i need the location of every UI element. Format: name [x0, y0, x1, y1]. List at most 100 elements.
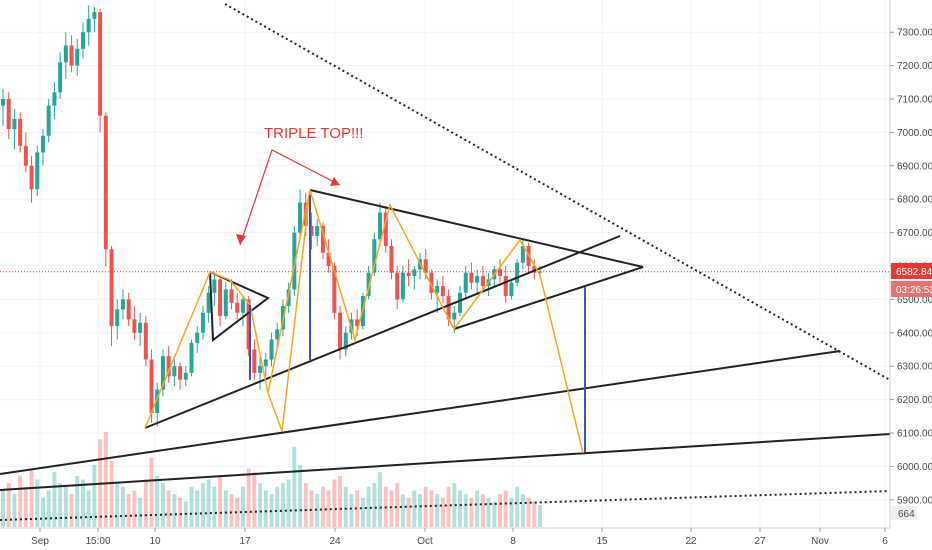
volume-bar	[120, 486, 125, 527]
candle-body	[58, 62, 63, 93]
price-tick-label: 6400.00	[897, 328, 932, 339]
candle-body	[240, 299, 245, 313]
countdown-label: 03:26:53	[896, 285, 932, 296]
candle	[200, 306, 205, 340]
candle	[406, 259, 411, 287]
candle	[498, 259, 503, 283]
volume-bar	[189, 486, 194, 527]
volume-bar	[86, 490, 91, 527]
volume-bar	[103, 432, 108, 527]
volume-bar	[469, 497, 474, 527]
price-tick-label: 6000.00	[897, 462, 932, 473]
candle	[229, 279, 234, 310]
time-tick-label: 15	[596, 536, 608, 547]
volume-bar	[240, 486, 245, 527]
candle	[286, 282, 291, 313]
candle-body	[52, 92, 57, 106]
volume-bar	[206, 479, 211, 527]
zigzag-pattern-2	[267, 189, 311, 432]
candle-body	[46, 105, 51, 136]
candle-body	[12, 119, 17, 130]
candle-body	[320, 225, 325, 253]
candle-body	[503, 276, 508, 297]
candle-body	[435, 286, 440, 293]
volume-bar	[515, 486, 520, 527]
candle-body	[132, 319, 137, 333]
volume-bar	[372, 483, 377, 527]
candle-body	[98, 12, 103, 116]
candle-body	[35, 152, 40, 190]
volume-bar	[532, 501, 537, 527]
candle	[98, 8, 103, 133]
volume-bar	[29, 468, 34, 527]
volume-tag-background	[891, 506, 917, 520]
candle-body	[309, 225, 314, 236]
time-tick-label: 10	[149, 536, 161, 547]
volume-bar	[343, 486, 348, 527]
volume-bar	[149, 457, 154, 527]
volume-bar	[115, 483, 120, 527]
annotation-arrows	[239, 149, 341, 246]
candle-body	[269, 339, 274, 360]
volume-bar	[1, 490, 5, 527]
candle-body	[469, 272, 474, 283]
price-tick-label: 6100.00	[897, 429, 932, 440]
candle-body	[229, 289, 234, 303]
volume-bar	[218, 475, 223, 527]
candle-body	[80, 32, 85, 49]
volume-bar	[69, 494, 74, 527]
candle-body	[40, 135, 45, 153]
candle	[92, 7, 97, 33]
time-tick-label: Nov	[811, 536, 829, 547]
candle-body	[498, 269, 503, 277]
candle-body	[155, 389, 160, 413]
volume-bar	[280, 483, 285, 527]
volume-bar	[252, 472, 257, 527]
candle	[440, 276, 445, 303]
volume-bar	[92, 464, 97, 527]
candle	[166, 346, 171, 383]
dotted-downtrend-line	[224, 3, 891, 381]
candle	[189, 339, 194, 377]
candle	[109, 245, 114, 347]
candle	[103, 112, 108, 266]
candle-body	[109, 249, 114, 327]
volume-bar	[440, 497, 445, 527]
volume-bar	[132, 490, 137, 527]
volume-tag-label: 664	[898, 509, 915, 520]
annotation-text: TRIPLE TOP!!!	[264, 125, 363, 142]
price-tick-label: 5900.00	[897, 495, 932, 506]
volume-bar	[143, 479, 148, 527]
candle-body	[166, 356, 171, 377]
candle	[29, 155, 34, 203]
candle	[412, 266, 417, 290]
candle	[126, 292, 131, 327]
candle	[143, 316, 148, 367]
candle	[389, 239, 394, 280]
candle	[235, 292, 240, 320]
candle	[309, 212, 314, 250]
candle-body	[115, 309, 120, 327]
candle-body	[92, 12, 97, 19]
volume-bar	[263, 490, 268, 527]
volume-bar	[389, 490, 394, 527]
candle	[515, 259, 520, 287]
price-tick-label: 7300.00	[897, 28, 932, 39]
time-tick-label: 15:00	[85, 536, 110, 547]
candle	[383, 205, 388, 253]
price-tag: 6582.84 03:26:53	[891, 263, 932, 297]
candle-body	[246, 299, 251, 350]
candle	[343, 326, 348, 357]
candle-body	[332, 266, 337, 313]
price-tick-label: 7100.00	[897, 95, 932, 106]
volume-bar	[229, 494, 234, 527]
volume-bar	[160, 483, 165, 527]
candle	[52, 82, 57, 120]
candle-body	[206, 292, 211, 313]
volume-bar	[349, 494, 354, 527]
volume-bar	[520, 494, 525, 527]
candle	[320, 222, 325, 260]
candle-body	[195, 332, 200, 343]
volume-bar	[315, 494, 320, 527]
